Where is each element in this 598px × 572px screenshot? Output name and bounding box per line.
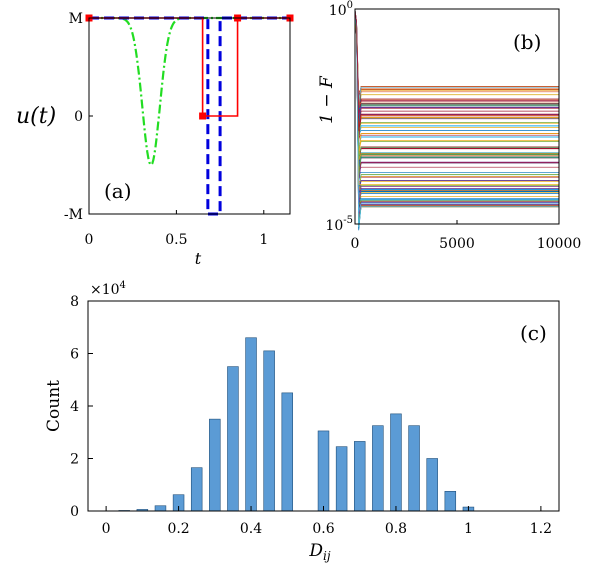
panel-b-trace (354, 9, 559, 101)
panel-c-ylabel: Count (44, 380, 64, 432)
panel-b-trace (354, 9, 559, 131)
panel-c-bar (408, 425, 420, 512)
panel-b-trace (354, 9, 559, 119)
panel-b-xtick-label: 5000 (439, 236, 475, 252)
panel-b-ylabel: 1 − F (317, 75, 337, 124)
panel-c-xtick-label: 0.8 (385, 521, 407, 537)
panel-c-bar (154, 505, 167, 512)
panel-c-plot-area (118, 337, 475, 512)
panel-b-trace (354, 9, 559, 115)
panel-b-trace (354, 9, 559, 128)
panel-c-bar (317, 430, 330, 512)
panel-a-series-red (89, 17, 290, 117)
panel-a-xlabel: t (195, 249, 202, 268)
panel-c-bar (245, 337, 257, 512)
panel-c-ticks: 0 0.2 0.4 0.6 0.8 1 1.2 0 2 4 6 8 (70, 294, 552, 537)
panel-a-ytick-label: M (69, 11, 83, 27)
panel-c-xtick-label: 0 (102, 521, 111, 537)
panel-c-bar (353, 441, 366, 512)
panel-c-bar (390, 413, 402, 512)
panel-c-multiplier-exp: 4 (120, 280, 126, 291)
panel-b-trace (354, 9, 559, 133)
panel-c-bar (426, 458, 438, 512)
panel-b-trace (354, 9, 559, 109)
panel-c-bar (372, 425, 384, 512)
panel-c-bar (335, 446, 348, 512)
panel-c-bar (209, 418, 221, 512)
panel-b-ytick-base: 10 (329, 3, 347, 19)
panel-a-red-marker (199, 112, 207, 120)
panel-c-ytick-label: 8 (70, 294, 79, 310)
panel-b-trace (354, 9, 559, 111)
panel-a-label: (a) (104, 179, 132, 203)
panel-a-ytick-label: -M (64, 207, 83, 223)
panel-b-trace (354, 9, 559, 101)
panel-a-ytick-label: 0 (74, 109, 83, 125)
panel-b-trace (354, 9, 559, 119)
panel-c-bar (444, 491, 457, 512)
panel-c-xtick-label: 0.6 (312, 521, 334, 537)
panel-c-bar (263, 350, 275, 512)
panel-b-plot-area (354, 9, 559, 231)
panel-b-xtick-label: 0 (351, 236, 360, 252)
panel-a: 0 0.5 1-M0M (a) t u(t) (16, 11, 294, 268)
panel-c-xlabel: Dij (308, 541, 330, 563)
panel-b-ytick-exponent: 0 (347, 0, 353, 11)
panel-a-ticks: 0 0.5 1-M0M (64, 11, 268, 248)
panel-c-multiplier-base: ×10 (90, 282, 120, 298)
panel-b-ytick-label: 10-5 (325, 215, 353, 234)
panel-b-ytick-base: 10 (325, 218, 343, 234)
panel-b-ytick-label: 100 (329, 0, 353, 19)
panel-a-xtick-label: 0.5 (165, 232, 187, 248)
panel-b-trace (354, 9, 559, 111)
panel-c-ytick-label: 2 (70, 452, 79, 468)
panel-a-xtick-label: 1 (259, 232, 268, 248)
panel-c-ytick-label: 4 (70, 399, 79, 415)
panel-b-trace (354, 9, 559, 100)
panel-b-trace (354, 9, 559, 131)
panel-b-label: (b) (513, 30, 541, 54)
panel-c-xlabel-main: D (308, 541, 323, 561)
panel-c-xlabel-sub: ij (323, 549, 331, 563)
panel-c-xtick-label: 0.4 (240, 521, 262, 537)
panel-c-xtick-label: 1.2 (530, 521, 552, 537)
panel-b-ytick-exponent: -5 (343, 215, 353, 226)
panel-b-trace (354, 9, 559, 228)
panel-b-xtick-label: 10000 (537, 236, 582, 252)
panel-c-multiplier: ×104 (90, 280, 126, 298)
panel-a-series-green (89, 16, 290, 167)
panel-b-trace (354, 9, 559, 113)
panel-a-xtick-label: 0 (85, 232, 94, 248)
panel-c-xtick-label: 0.2 (167, 521, 189, 537)
panel-c-ytick-label: 0 (70, 504, 79, 520)
panel-b-trace (354, 9, 559, 109)
panel-c-bar (281, 392, 294, 512)
panel-c-ytick-label: 6 (70, 347, 79, 363)
panel-c-xtick-label: 1 (464, 521, 473, 537)
panel-a-ylabel: u(t) (16, 104, 56, 129)
panel-c-label: (c) (520, 321, 547, 345)
panel-c-bar (227, 366, 239, 512)
panel-c-bar (190, 467, 203, 512)
